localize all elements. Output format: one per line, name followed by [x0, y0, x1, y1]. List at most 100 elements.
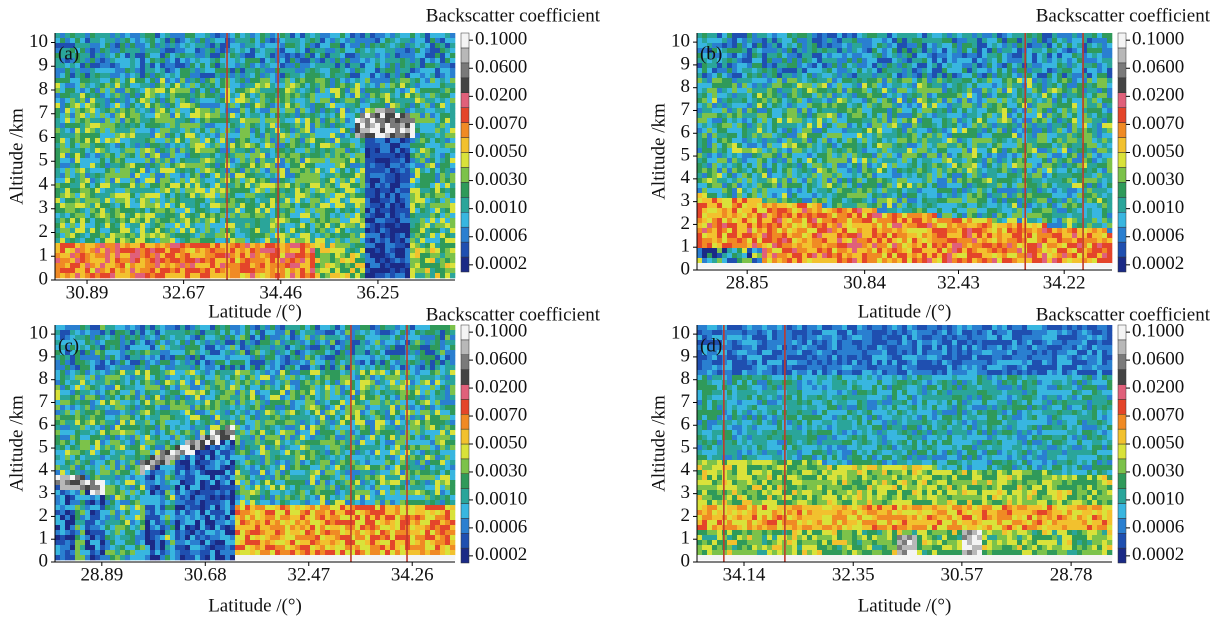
pixel	[370, 248, 375, 253]
pixel	[345, 263, 350, 268]
pixel	[310, 223, 315, 228]
pixel	[235, 108, 240, 113]
pixel	[65, 158, 70, 163]
pixel	[927, 43, 932, 48]
pixel	[65, 153, 70, 158]
pixel	[175, 218, 180, 223]
pixel	[155, 168, 160, 173]
pixel	[100, 143, 105, 148]
pixel	[365, 208, 370, 213]
pixel	[350, 198, 355, 203]
pixel	[957, 38, 962, 43]
pixel	[430, 48, 435, 53]
pixel	[115, 118, 120, 123]
pixel	[310, 113, 315, 118]
pixel	[405, 68, 410, 73]
pixel	[105, 53, 110, 58]
pixel	[345, 228, 350, 233]
pixel	[370, 163, 375, 168]
pixel	[385, 63, 390, 68]
pixel	[295, 98, 300, 103]
pixel	[320, 168, 325, 173]
pixel	[195, 178, 200, 183]
pixel	[130, 263, 135, 268]
pixel	[55, 98, 60, 103]
pixel	[100, 33, 105, 38]
pixel	[385, 158, 390, 163]
pixel	[440, 178, 445, 183]
pixel	[350, 233, 355, 238]
pixel	[65, 98, 70, 103]
pixel	[205, 273, 210, 278]
pixel	[80, 33, 85, 38]
pixel	[115, 188, 120, 193]
pixel	[1002, 78, 1007, 83]
pixel	[130, 163, 135, 168]
pixel	[330, 128, 335, 133]
pixel	[245, 193, 250, 198]
pixel	[190, 238, 195, 243]
pixel	[105, 83, 110, 88]
pixel	[130, 98, 135, 103]
pixel	[270, 263, 275, 268]
pixel	[425, 238, 430, 243]
pixel	[445, 113, 450, 118]
pixel	[400, 183, 405, 188]
pixel	[405, 238, 410, 243]
pixel	[1027, 33, 1032, 38]
pixel	[260, 268, 265, 273]
pixel	[160, 173, 165, 178]
pixel	[290, 208, 295, 213]
pixel	[75, 223, 80, 228]
pixel	[120, 68, 125, 73]
pixel	[75, 193, 80, 198]
pixel	[220, 233, 225, 238]
pixel	[270, 183, 275, 188]
pixel	[200, 118, 205, 123]
pixel	[325, 133, 330, 138]
pixel	[245, 183, 250, 188]
pixel	[400, 233, 405, 238]
pixel	[1097, 38, 1102, 43]
pixel	[155, 208, 160, 213]
pixel	[220, 128, 225, 133]
pixel	[927, 68, 932, 73]
pixel	[230, 263, 235, 268]
pixel	[180, 43, 185, 48]
pixel	[220, 78, 225, 83]
pixel	[125, 253, 130, 258]
pixel	[250, 173, 255, 178]
pixel	[120, 263, 125, 268]
pixel	[777, 88, 782, 93]
pixel	[120, 128, 125, 133]
pixel	[200, 93, 205, 98]
pixel	[450, 103, 455, 108]
pixel	[410, 183, 415, 188]
pixel	[305, 263, 310, 268]
pixel	[355, 113, 360, 118]
pixel	[240, 233, 245, 238]
pixel	[435, 263, 440, 268]
pixel	[85, 193, 90, 198]
pixel	[415, 268, 420, 273]
pixel	[325, 163, 330, 168]
pixel	[772, 83, 777, 88]
pixel	[1067, 43, 1072, 48]
pixel	[245, 83, 250, 88]
pixel	[1007, 58, 1012, 63]
pixel	[997, 33, 1002, 38]
pixel	[245, 258, 250, 263]
pixel	[380, 108, 385, 113]
pixel	[90, 48, 95, 53]
pixel	[395, 158, 400, 163]
pixel	[195, 173, 200, 178]
pixel	[320, 228, 325, 233]
pixel	[395, 128, 400, 133]
pixel	[310, 138, 315, 143]
pixel	[115, 203, 120, 208]
pixel	[712, 33, 717, 38]
pixel	[250, 63, 255, 68]
pixel	[215, 178, 220, 183]
pixel	[787, 63, 792, 68]
pixel	[772, 43, 777, 48]
